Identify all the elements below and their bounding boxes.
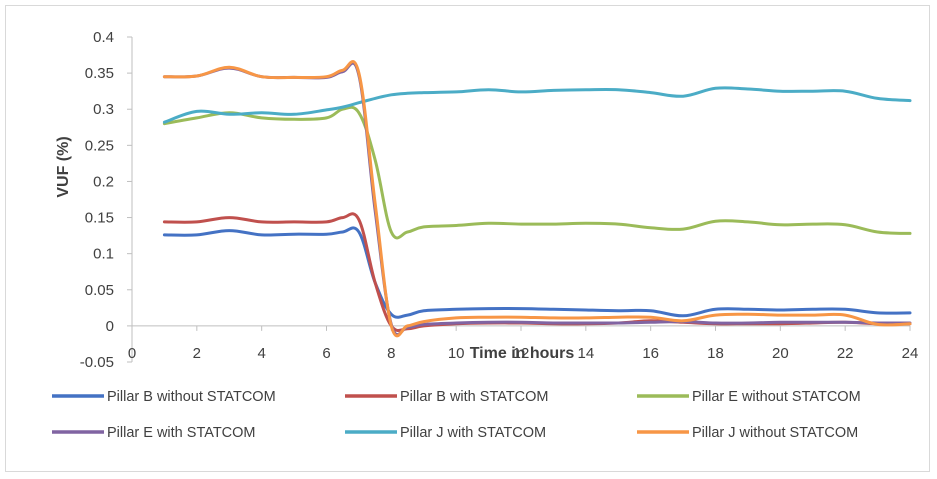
y-tick-label: 0.15	[85, 210, 114, 227]
series-layer	[162, 60, 912, 338]
x-tick-label: 4	[257, 345, 265, 362]
legend-label-6: Pillar J without STATCOM	[692, 425, 858, 441]
legend-label-1: Pillar B without STATCOM	[107, 389, 276, 405]
legend-label-4: Pillar E with STATCOM	[107, 425, 256, 441]
y-tick-label: 0.35	[85, 65, 114, 82]
y-tick-label: 0.25	[85, 137, 114, 154]
y-tick-label: -0.05	[80, 354, 114, 371]
x-axis-title: Time in hours	[470, 345, 575, 362]
x-tick-label: 16	[642, 345, 659, 362]
y-tick-label: 0.05	[85, 282, 114, 299]
series-line-1	[162, 226, 912, 319]
x-tick-label: 20	[772, 345, 789, 362]
x-tick-label: 2	[193, 345, 201, 362]
y-tick-label: 0.1	[93, 246, 114, 263]
x-tick-label: 12	[513, 345, 530, 362]
series-line-2	[162, 212, 912, 332]
x-tick-label: 22	[837, 345, 854, 362]
series-line-6	[162, 60, 912, 338]
y-tick-label: 0.3	[93, 101, 114, 118]
chart-frame	[5, 5, 930, 472]
series-line-3	[162, 105, 912, 240]
legend-layer: Pillar B without STATCOM Pillar B with ST…	[52, 389, 861, 441]
legend-label-5: Pillar J with STATCOM	[400, 425, 546, 441]
x-tick-label: 6	[322, 345, 330, 362]
x-tick-label: 8	[387, 345, 395, 362]
series-line-5	[162, 86, 912, 124]
y-axis-title: VUF (%)	[55, 136, 72, 197]
x-tick-label: 14	[577, 345, 594, 362]
y-tick-label: 0.4	[93, 29, 114, 46]
x-tick-label: 24	[902, 345, 919, 362]
legend-label-2: Pillar B with STATCOM	[400, 389, 549, 405]
y-tick-label: 0.2	[93, 173, 114, 190]
x-tick-label: 18	[707, 345, 724, 362]
legend-label-3: Pillar E without STATCOM	[692, 389, 861, 405]
series-line-4	[162, 61, 912, 337]
x-tick-label: 10	[448, 345, 465, 362]
y-tick-label: 0	[106, 318, 114, 335]
x-tick-label: 0	[128, 345, 136, 362]
